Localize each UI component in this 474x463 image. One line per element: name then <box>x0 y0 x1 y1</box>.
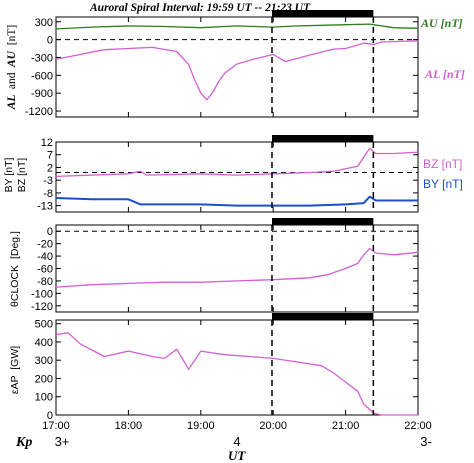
panel-frame <box>55 224 419 313</box>
y-tick-label: 12 <box>41 137 53 149</box>
kp-value: 3- <box>420 434 432 449</box>
y-tick-label: -120 <box>31 301 53 313</box>
y-tick-label: -20 <box>37 239 53 251</box>
interval-bar <box>271 313 374 320</box>
y-tick-label: 2 <box>47 162 53 174</box>
series-line-al <box>55 40 419 101</box>
panel-4: 500 400 300 200 100 0 <box>35 313 419 422</box>
legend-al: AL [nT] <box>424 67 465 81</box>
series-line-au <box>55 23 419 30</box>
y-tick-label: -100 <box>31 288 53 300</box>
ylabel-deg: [Deg.] <box>9 231 21 259</box>
y-tick-label: -900 <box>31 88 53 100</box>
y-tick-label: -13 <box>37 201 53 213</box>
y-tick-label: 200 <box>35 373 53 385</box>
svg-text:AL and AU [n: AL and AU [nT] <box>6 25 18 111</box>
ylabel-unit: [nT] <box>6 25 18 45</box>
panel-frame <box>55 141 419 213</box>
kp-row: 3+ 4 3- <box>55 434 432 449</box>
x-tick-label: 20:00 <box>259 420 287 432</box>
kp-label: Kp <box>15 435 32 450</box>
y-tick-label: -40 <box>37 251 53 263</box>
series-line-θclock <box>55 247 419 288</box>
svg-text:εAP [GW]: εAP [GW] <box>9 346 21 394</box>
y-tick-label: 7 <box>47 150 53 162</box>
y-tick-label: -600 <box>31 70 53 82</box>
y-tick-label: 500 <box>35 319 53 331</box>
y-tick-label: 300 <box>35 355 53 367</box>
ylabel-theta: θCLOCK <box>9 265 21 307</box>
y-tick-label: 300 <box>35 17 53 29</box>
panel-1: 300 0 -300 -600 -900 -1200 <box>25 10 419 118</box>
interval-bar <box>271 218 374 225</box>
kp-value: 3+ <box>55 434 70 449</box>
ylabel-gw: [GW] <box>9 346 21 370</box>
x-tick-label: 21:00 <box>332 420 360 432</box>
y-tick-label: -80 <box>37 276 53 288</box>
x-tick-label: 18:00 <box>115 420 143 432</box>
x-tick-label: 17:00 <box>42 420 70 432</box>
y-tick-label: 0 <box>47 410 53 422</box>
y-tick-label: -3 <box>43 175 53 187</box>
ylabel-panel1: AL and AU [nT] <box>6 25 18 111</box>
legend-by: BY [nT] <box>423 177 463 191</box>
x-tick-label: 22:00 <box>404 420 432 432</box>
series-line-εap <box>55 332 418 416</box>
y-tick-label: 0 <box>47 226 53 238</box>
y-tick-label: -8 <box>43 188 53 200</box>
x-tick-label: 19:00 <box>187 420 215 432</box>
panel-frame <box>55 16 419 118</box>
panel-3: 0-20-40-60-80-100-120 <box>31 218 419 313</box>
y-tick-label: -1200 <box>25 106 53 118</box>
kp-value: 4 <box>233 434 240 449</box>
ylabel-panel3: θCLOCK [Deg.] <box>9 231 21 307</box>
series-line-bz <box>55 147 419 178</box>
ylabel-eps: εAP <box>9 375 21 394</box>
interval-bar <box>271 135 374 142</box>
y-tick-label: 400 <box>35 337 53 349</box>
svg-text:θCLOCK [Deg.]: θCLOCK [Deg.] <box>9 231 21 307</box>
chart-title: Auroral Spiral Interval: 19:59 UT -- 21:… <box>89 2 311 14</box>
ylabel-by: BY [nT] <box>3 158 15 193</box>
panels: 3000-300-600-900-12001272-3-8-130-20-40-… <box>25 10 419 422</box>
legend-au: AU [nT] <box>420 16 463 30</box>
ylabel-au: AU <box>6 50 18 68</box>
panel-frame <box>55 319 419 416</box>
legend-bz: BZ [nT] <box>423 157 462 171</box>
x-tick-labels: 17:00 18:00 19:00 20:00 21:00 22:00 <box>42 420 432 432</box>
ylabel-panel2: BY [nT] BZ [nT] <box>3 158 28 193</box>
y-tick-label: -300 <box>31 52 53 64</box>
interval-bar <box>271 10 374 17</box>
ylabel-and: and <box>6 72 18 89</box>
y-tick-label: 0 <box>47 35 53 47</box>
x-axis-label: UT <box>228 448 246 463</box>
y-tick-label: -60 <box>37 264 53 276</box>
y-tick-label: 100 <box>35 392 53 404</box>
series-line-by <box>55 195 418 207</box>
ylabel-panel4: εAP [GW] <box>9 346 21 394</box>
ylabel-al: AL <box>6 95 18 111</box>
ylabel-bz: BZ [nT] <box>16 158 28 193</box>
